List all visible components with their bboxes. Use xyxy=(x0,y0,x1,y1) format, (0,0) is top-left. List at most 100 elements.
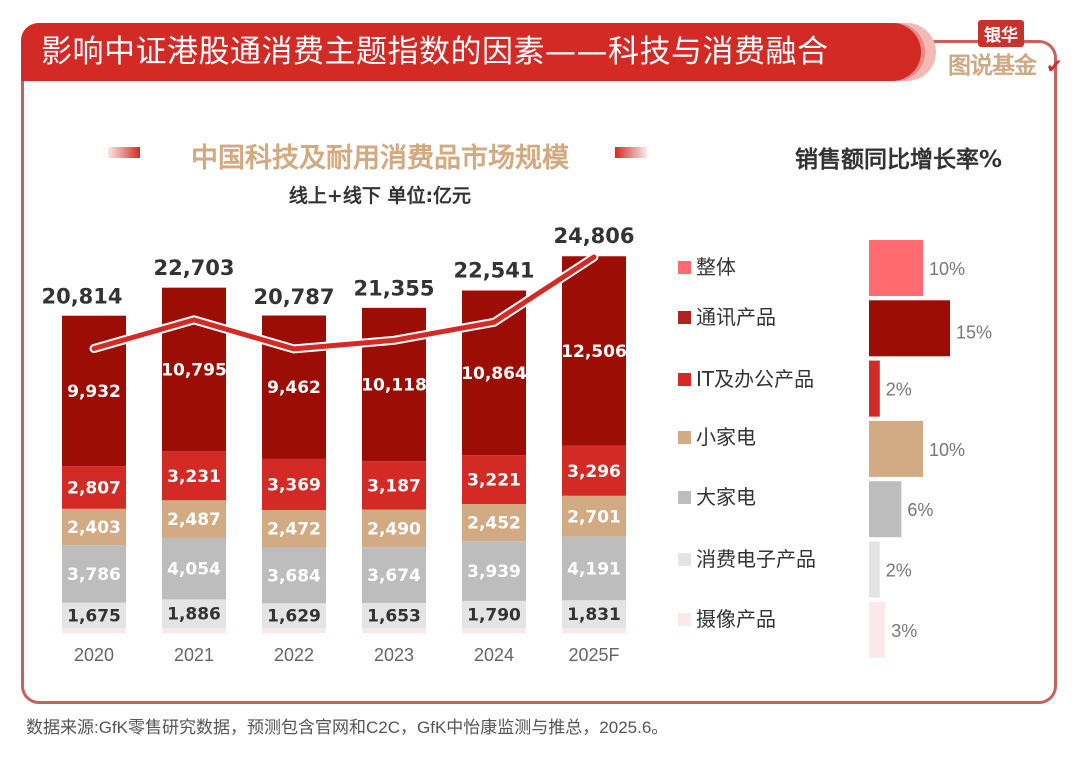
x-axis-tick: 2024 xyxy=(474,645,514,665)
bar-segment-camera xyxy=(262,628,326,633)
legend-label: 消费电子产品 xyxy=(696,547,816,571)
bar-segment-it-office xyxy=(562,445,626,496)
growth-label: 3% xyxy=(891,621,917,641)
chart-subtitle: 线上+线下 单位:亿元 xyxy=(288,185,472,207)
growth-bar-consumer-electronics xyxy=(869,541,880,598)
total-line xyxy=(91,254,597,352)
total-label: 22,541 xyxy=(453,258,534,282)
bar-segment-camera xyxy=(562,628,626,633)
x-axis-tick: 2021 xyxy=(174,645,214,665)
bar-segment-it-office xyxy=(62,466,126,509)
bar-segment-telecom xyxy=(162,287,226,452)
data-label: 3,674 xyxy=(367,566,421,586)
total-label: 22,703 xyxy=(153,256,234,280)
bar-segment-consumer-electronics xyxy=(462,600,526,628)
legend-swatch xyxy=(678,311,691,324)
growth-label: 15% xyxy=(956,322,992,342)
total-label: 21,355 xyxy=(353,276,434,300)
legend-swatch xyxy=(678,373,691,386)
bar-segment-small-appliance xyxy=(162,500,226,538)
data-label: 3,369 xyxy=(267,475,321,495)
data-label: 2,403 xyxy=(67,518,121,538)
bar-segment-it-office xyxy=(162,451,226,501)
bar-segment-it-office xyxy=(362,461,426,510)
logo-bottom-text: 图说基金 xyxy=(948,53,1037,79)
bar-segment-small-appliance xyxy=(562,495,626,537)
growth-bar-large-appliance xyxy=(869,481,902,538)
data-label: 2,807 xyxy=(67,479,121,499)
data-label: 1,831 xyxy=(567,605,621,625)
data-label: 1,675 xyxy=(67,606,121,626)
data-label: 4,191 xyxy=(567,559,621,579)
bar-segment-large-appliance xyxy=(362,547,426,603)
legend-label: 小家电 xyxy=(696,425,756,449)
legend-swatch xyxy=(678,431,691,444)
data-label: 2,452 xyxy=(467,514,521,534)
bar-segment-large-appliance xyxy=(562,536,626,601)
growth-bar-it-office xyxy=(869,360,880,417)
total-label: 24,806 xyxy=(553,224,634,248)
data-label: 10,795 xyxy=(161,360,227,380)
data-label: 3,187 xyxy=(367,476,421,496)
bar-segment-small-appliance xyxy=(62,508,126,546)
data-label: 1,653 xyxy=(367,606,421,626)
bar-segment-small-appliance xyxy=(462,503,526,542)
bar-segment-large-appliance xyxy=(262,547,326,604)
bar-segment-large-appliance xyxy=(462,541,526,601)
data-label: 1,790 xyxy=(467,605,521,625)
data-label: 3,939 xyxy=(467,562,521,582)
data-label: 2,487 xyxy=(167,510,221,530)
growth-label: 10% xyxy=(929,440,965,460)
data-label: 2,701 xyxy=(567,507,621,527)
x-axis-tick: 2022 xyxy=(274,645,314,665)
data-label: 12,506 xyxy=(561,342,627,362)
bar-segment-camera xyxy=(462,628,526,633)
bar-segment-large-appliance xyxy=(162,537,226,600)
checkmark-icon: ✔ xyxy=(1046,54,1063,78)
bar-segment-it-office xyxy=(462,455,526,504)
data-label: 3,296 xyxy=(567,462,621,482)
growth-chart-title: 销售额同比增长率% xyxy=(795,147,1003,173)
data-source-note: 数据来源:GfK零售研究数据，预测包含官网和C2C，GfK中怡康监测与推总，20… xyxy=(26,718,669,737)
growth-bar-telecom xyxy=(869,300,950,357)
data-label: 3,786 xyxy=(67,565,121,585)
brand-logo: 银华 图说基金 ✔ xyxy=(945,18,1065,82)
page-title: 影响中证港股通消费主题指数的因素——科技与消费融合 xyxy=(21,23,921,81)
total-label: 20,787 xyxy=(253,285,334,309)
legend-label: 通讯产品 xyxy=(696,305,776,329)
bar-segment-camera xyxy=(62,628,126,633)
growth-label: 10% xyxy=(929,259,965,279)
bar-segment-small-appliance xyxy=(362,509,426,548)
data-label: 10,118 xyxy=(361,376,427,396)
title-decoration-left xyxy=(108,147,140,158)
data-label: 10,864 xyxy=(461,364,527,384)
title-decoration-right xyxy=(615,147,647,158)
chart-title: 中国科技及耐用消费品市场规模 xyxy=(191,143,569,174)
bar-segment-it-office xyxy=(262,458,326,510)
data-label: 9,932 xyxy=(67,382,121,402)
data-label: 9,462 xyxy=(267,378,321,398)
legend-label: 整体 xyxy=(696,255,736,279)
data-label: 4,054 xyxy=(167,560,221,580)
bar-segment-consumer-electronics xyxy=(162,599,226,628)
x-axis-tick: 2023 xyxy=(374,645,414,665)
growth-label: 2% xyxy=(886,380,912,400)
legend-label: 大家电 xyxy=(696,485,756,509)
data-label: 3,684 xyxy=(267,566,321,586)
bar-segment-small-appliance xyxy=(262,509,326,548)
growth-bar-camera xyxy=(869,601,886,658)
legend-swatch xyxy=(678,553,691,566)
data-label: 1,886 xyxy=(167,605,221,625)
legend-swatch xyxy=(678,613,691,626)
legend-label: IT及办公产品 xyxy=(696,367,815,391)
bar-segment-camera xyxy=(362,628,426,633)
bar-segment-consumer-electronics xyxy=(362,602,426,628)
x-axis-tick: 2020 xyxy=(74,645,114,665)
data-label: 3,231 xyxy=(167,467,221,487)
growth-label: 6% xyxy=(907,500,933,520)
data-label: 1,629 xyxy=(267,607,321,627)
logo-top-text: 银华 xyxy=(978,20,1024,47)
legend-swatch xyxy=(678,491,691,504)
growth-bar-overall xyxy=(869,240,923,296)
